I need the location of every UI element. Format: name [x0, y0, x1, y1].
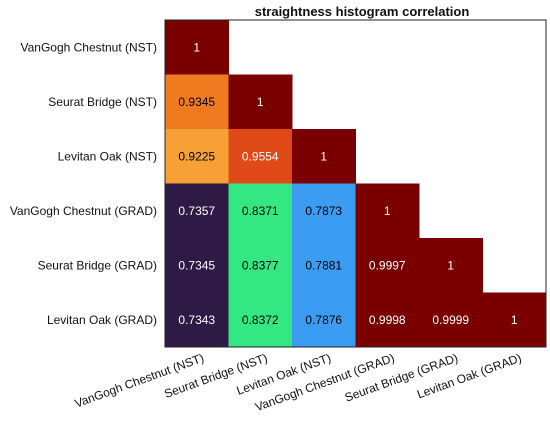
heatmap-cell-value: 1	[384, 204, 391, 218]
heatmap-cell-rect	[292, 238, 356, 293]
axes-frame	[164, 19, 547, 348]
heatmap-cell-value: 1	[511, 313, 518, 327]
heatmap-cell-rect	[355, 183, 420, 239]
heatmap-cell-value: 0.7881	[305, 258, 342, 272]
heatmap-cell-value: 0.9554	[242, 149, 279, 163]
heatmap-cell-rect	[292, 129, 356, 184]
heatmap-cell-rect	[228, 74, 293, 130]
heatmap-cell-rect	[419, 238, 483, 293]
heatmap-cell-value: 1	[193, 40, 200, 54]
heatmap-cell: 0.7343	[165, 292, 229, 348]
heatmap-cell: 0.9554	[228, 129, 293, 184]
heatmap-cell-rect	[419, 292, 483, 348]
heatmap-cell: 1	[419, 238, 483, 293]
heatmap-cell: 0.7873	[292, 183, 356, 239]
heatmap-cell-value: 1	[320, 149, 327, 163]
heatmap-cell-value: 0.9998	[369, 313, 406, 327]
heatmap-cell: 1	[165, 20, 229, 75]
row-tick-label: Seurat Bridge (NST)	[48, 95, 157, 109]
chart-title: straightness histogram correlation	[255, 4, 470, 19]
heatmap-cell: 0.9998	[355, 292, 420, 348]
heatmap-cell: 0.9225	[165, 129, 229, 184]
heatmap-cell-value: 0.8372	[242, 313, 279, 327]
heatmap-cell-value: 0.8371	[242, 204, 279, 218]
row-tick-label: VanGogh Chestnut (NST)	[20, 40, 157, 54]
heatmap-cell-rect	[292, 183, 356, 239]
heatmap-cell: 0.9999	[419, 292, 483, 348]
heatmap-cell: 1	[482, 292, 547, 348]
heatmap-cell-rect	[228, 129, 293, 184]
heatmap-cell-rect	[165, 74, 229, 130]
heatmap-cell-value: 0.9225	[178, 149, 215, 163]
heatmap-cell: 0.7345	[165, 238, 229, 293]
heatmap-cell-rect	[165, 20, 229, 75]
plot-frame	[164, 19, 547, 348]
heatmap-cell-rect	[228, 183, 293, 239]
heatmap-cell-rect	[355, 292, 420, 348]
heatmap-cell-value: 0.9999	[432, 313, 469, 327]
row-tick-label: VanGogh Chestnut (GRAD)	[10, 204, 157, 218]
column-labels: VanGogh Chestnut (NST)Seurat Bridge (NST…	[73, 351, 524, 414]
heatmap-cell-rect	[165, 292, 229, 348]
heatmap-cell-value: 0.7343	[178, 313, 215, 327]
heatmap-cell: 0.7357	[165, 183, 229, 239]
heatmap-cell: 0.8372	[228, 292, 293, 348]
heatmap-cell-rect	[355, 238, 420, 293]
row-tick-label: Seurat Bridge (GRAD)	[38, 258, 157, 272]
heatmap-cell: 1	[355, 183, 420, 239]
heatmap-cell-value: 0.7345	[178, 258, 215, 272]
heatmap-cell: 1	[228, 74, 293, 130]
heatmap-cell: 0.9345	[165, 74, 229, 130]
heatmap-cell: 0.9997	[355, 238, 420, 293]
heatmap-cell-value: 0.7876	[305, 313, 342, 327]
heatmap-cell-value: 1	[447, 258, 454, 272]
heatmap-cell-value: 0.8377	[242, 258, 279, 272]
heatmap-cell-value: 0.9997	[369, 258, 406, 272]
heatmap-cell-value: 0.7873	[305, 204, 342, 218]
heatmap-cell-rect	[292, 292, 356, 348]
row-labels: VanGogh Chestnut (NST) Seurat Bridge (NST…	[10, 40, 157, 327]
heatmap-cell-rect	[165, 129, 229, 184]
heatmap-cell-value: 1	[257, 95, 264, 109]
row-tick-label: Levitan Oak (GRAD)	[47, 313, 157, 327]
heatmap-cell-rect	[482, 292, 547, 348]
row-tick-label: Levitan Oak (NST)	[58, 149, 157, 163]
heatmap-cell-rect	[228, 292, 293, 348]
heatmap-cell: 0.7876	[292, 292, 356, 348]
heatmap-cell-rect	[228, 238, 293, 293]
heatmap-cell: 0.7881	[292, 238, 356, 293]
heatmap-cells: 1 0.9345 1 0.9225 0.9554 1 0.7357 0.8371 0.7873 1…	[165, 20, 547, 348]
heatmap-cell-rect	[165, 238, 229, 293]
heatmap-cell-value: 0.7357	[178, 204, 215, 218]
heatmap-cell: 0.8371	[228, 183, 293, 239]
heatmap-cell: 0.8377	[228, 238, 293, 293]
heatmap-cell-rect	[165, 183, 229, 239]
heatmap-cell: 1	[292, 129, 356, 184]
heatmap-cell-value: 0.9345	[178, 95, 215, 109]
